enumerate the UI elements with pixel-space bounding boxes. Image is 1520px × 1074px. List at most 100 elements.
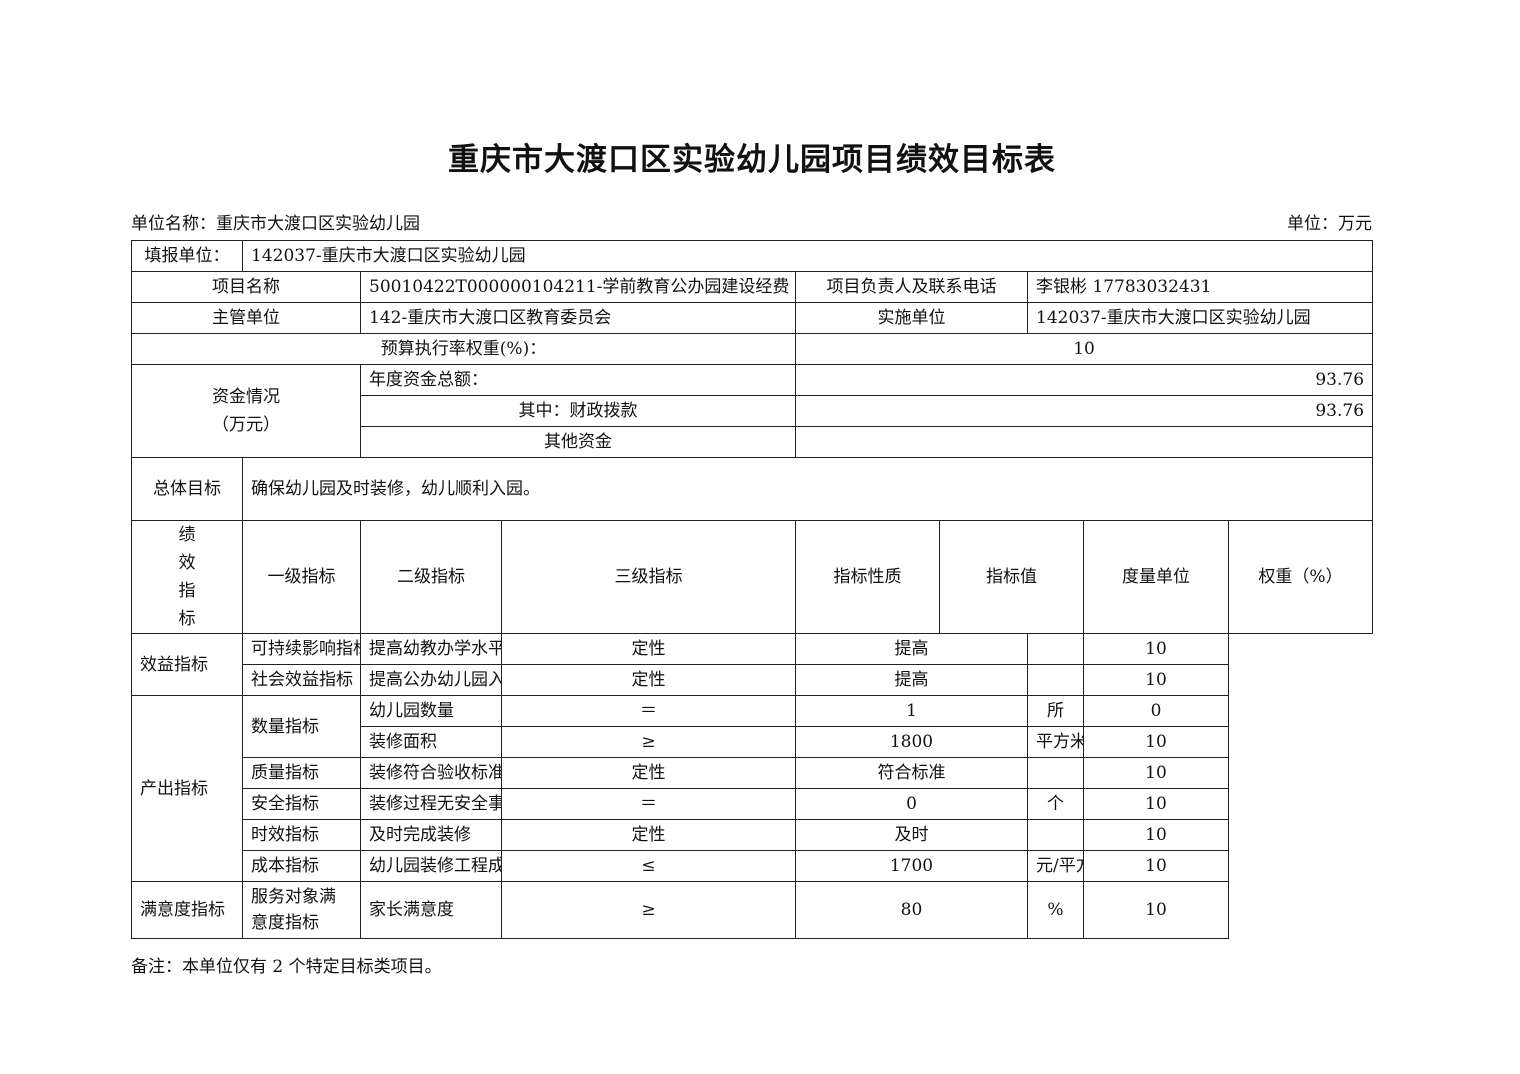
page: 重庆市大渡口区实验幼儿园项目绩效目标表 单位名称：重庆市大渡口区实验幼儿园 单位… xyxy=(131,142,1374,977)
l3-indicator: 装修面积 xyxy=(360,726,502,758)
indicator-nature: ≤ xyxy=(501,850,796,882)
supervisor-label: 主管单位 xyxy=(131,302,361,334)
l2-indicator: 数量指标 xyxy=(242,695,361,758)
indicator-unit xyxy=(1027,664,1084,696)
filler-label: 填报单位： xyxy=(131,240,243,272)
indicator-value: 提高 xyxy=(795,664,1028,696)
goal-label: 总体目标 xyxy=(131,457,243,521)
project-name-label: 项目名称 xyxy=(131,271,361,303)
funds-label-line2: （万元） xyxy=(212,415,280,435)
indicator-nature: ＝ xyxy=(501,695,796,727)
indicators-label-char: 效 xyxy=(178,553,196,573)
indicator-unit: 所 xyxy=(1027,695,1084,727)
indicator-value: 符合标准 xyxy=(795,757,1028,789)
header-weight: 权重（%） xyxy=(1227,520,1374,634)
funds-label-line1: 资金情况 xyxy=(212,387,280,407)
l3-indicator: 幼儿园装修工程成本标准 xyxy=(360,850,502,882)
indicator-nature: ≥ xyxy=(501,881,796,939)
funds-other-label: 其他资金 xyxy=(360,426,796,458)
funds-other-value xyxy=(794,426,1374,458)
l3-indicator: 及时完成装修 xyxy=(360,819,502,851)
indicator-row: 社会效益指标提高公办幼儿园入园比例定性提高 10 xyxy=(132,664,1373,696)
indicator-row: 装修面积 ≥1800 平方米 10 xyxy=(132,726,1373,758)
indicators-label: 绩 效 指 标 xyxy=(131,520,243,634)
indicator-weight: 10 xyxy=(1083,664,1229,696)
l2-indicator: 安全指标 xyxy=(242,788,361,820)
implementer-value: 142037-重庆市大渡口区实验幼儿园 xyxy=(1026,302,1374,334)
header-nature: 指标性质 xyxy=(795,520,940,634)
contact-label: 项目负责人及联系电话 xyxy=(795,271,1028,303)
l3-indicator: 幼儿园数量 xyxy=(360,695,502,727)
indicator-weight: 10 xyxy=(1083,881,1229,939)
l2-indicator: 时效指标 xyxy=(242,819,361,851)
filler-value: 142037-重庆市大渡口区实验幼儿园 xyxy=(241,240,1374,272)
funds-fiscal-row: 其中：财政拨款 93.76 xyxy=(132,395,1374,427)
group-satisfaction: 满意度指标 xyxy=(131,881,243,939)
unit-name: 单位名称：重庆市大渡口区实验幼儿园 xyxy=(131,214,420,234)
funds-other-row: 其他资金 xyxy=(132,426,1374,458)
indicator-nature: 定性 xyxy=(501,819,796,851)
indicator-weight: 10 xyxy=(1083,726,1229,758)
header-l2: 二级指标 xyxy=(360,520,502,634)
funds-total-value: 93.76 xyxy=(794,364,1374,396)
funds-label: 资金情况 （万元） xyxy=(131,364,361,458)
indicator-unit: % xyxy=(1027,881,1084,939)
indicator-row: 产出指标 数量指标 幼儿园数量＝ 1 所 0 xyxy=(131,695,1373,882)
funds-fiscal-label: 其中：财政拨款 xyxy=(360,395,796,427)
indicator-nature: 定性 xyxy=(501,664,796,696)
indicator-weight: 0 xyxy=(1083,695,1229,727)
indicator-unit xyxy=(1027,819,1084,851)
indicator-row: 质量指标 装修符合验收标准 定性 符合标准 10 xyxy=(132,757,1373,789)
indicator-nature: ≥ xyxy=(501,726,796,758)
indicator-nature: 定性 xyxy=(501,633,796,665)
project-name-value: 50010422T000000104211-学前教育公办园建设经费 xyxy=(360,271,796,303)
performance-table: 填报单位： 142037-重庆市大渡口区实验幼儿园 项目名称 50010422T… xyxy=(131,240,1374,939)
indicator-row: 效益指标 可持续影响指标 提高幼教办学水平 定性 提高 10 xyxy=(131,633,1373,696)
indicator-weight: 10 xyxy=(1083,819,1229,851)
project-row: 项目名称 50010422T000000104211-学前教育公办园建设经费 项… xyxy=(131,271,1374,303)
budget-rate-row: 预算执行率权重(%)： 10 xyxy=(131,333,1374,365)
indicator-value: 1800 xyxy=(795,726,1028,758)
meta-row: 单位名称：重庆市大渡口区实验幼儿园 单位：万元 xyxy=(131,212,1372,236)
budget-rate-label: 预算执行率权重(%)： xyxy=(131,333,796,365)
indicator-value: 1700 xyxy=(795,850,1028,882)
indicators-label-char: 绩 xyxy=(178,525,196,545)
indicator-value: 提高 xyxy=(795,633,1028,665)
indicators-label-char: 标 xyxy=(178,609,196,629)
indicator-unit xyxy=(1027,757,1084,789)
indicators-label-char: 指 xyxy=(178,581,196,601)
l3-indicator: 提高幼教办学水平 xyxy=(360,633,502,665)
l2-indicator: 质量指标 xyxy=(242,757,361,789)
group-output: 产出指标 xyxy=(131,695,243,882)
header-value: 指标值 xyxy=(939,520,1084,634)
indicator-value: 及时 xyxy=(795,819,1028,851)
indicator-row: 时效指标 及时完成装修 定性 及时 10 xyxy=(132,819,1373,851)
supervisor-value: 142-重庆市大渡口区教育委员会 xyxy=(360,302,796,334)
goal-row: 总体目标 确保幼儿园及时装修，幼儿顺利入园。 xyxy=(131,457,1374,521)
indicator-value: 0 xyxy=(795,788,1028,820)
header-l3: 三级指标 xyxy=(501,520,796,634)
footnote: 备注：本单位仅有 2 个特定目标类项目。 xyxy=(131,957,442,977)
l3-indicator: 家长满意度 xyxy=(360,881,502,939)
indicator-value: 1 xyxy=(795,695,1028,727)
indicator-weight: 10 xyxy=(1083,757,1229,789)
indicator-row: 满意度指标 服务对象满意度指标 家长满意度 ≥80% 10 xyxy=(131,881,1373,939)
budget-rate-value: 10 xyxy=(794,333,1374,365)
l3-indicator: 装修符合验收标准 xyxy=(360,757,502,789)
header-l1: 一级指标 xyxy=(242,520,361,634)
goal-value: 确保幼儿园及时装修，幼儿顺利入园。 xyxy=(241,457,1374,521)
funds-total-label: 年度资金总额： xyxy=(360,364,796,396)
indicator-unit xyxy=(1027,633,1084,665)
indicator-unit: 个 xyxy=(1027,788,1084,820)
header-unit: 度量单位 xyxy=(1083,520,1229,634)
l2-indicator: 成本指标 xyxy=(242,850,361,882)
group-benefit: 效益指标 xyxy=(131,633,243,696)
indicator-weight: 10 xyxy=(1083,850,1229,882)
l3-indicator: 提高公办幼儿园入园比例 xyxy=(360,664,502,696)
l2-indicator: 可持续影响指标 xyxy=(242,633,361,665)
indicator-nature: ＝ xyxy=(501,788,796,820)
indicator-unit: 元/平方米 xyxy=(1027,850,1084,882)
l2-indicator: 社会效益指标 xyxy=(242,664,361,696)
